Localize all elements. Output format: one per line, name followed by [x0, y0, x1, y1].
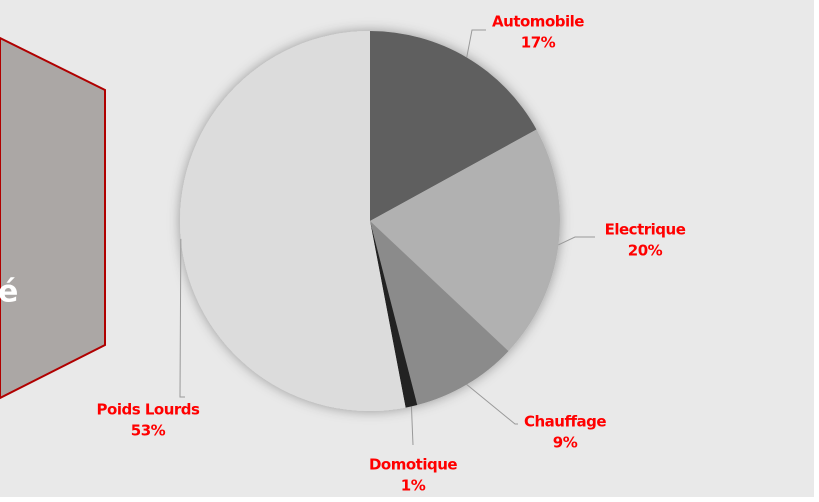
leader-line [410, 406, 414, 446]
slice-label: Automobile [492, 13, 584, 31]
pie [180, 31, 560, 411]
slice-label: Electrique [605, 221, 686, 239]
slice-value-label: 1% [401, 477, 426, 495]
slice-value-label: 17% [521, 34, 556, 52]
pie-slice [370, 129, 560, 352]
leader-line [466, 29, 486, 58]
leader-line [466, 384, 518, 425]
pie-slice [370, 221, 418, 408]
pie-slice [180, 31, 406, 411]
slice-value-label: 9% [553, 434, 578, 452]
pie-slice [370, 31, 537, 221]
leader-line [558, 236, 595, 246]
side-panel [0, 36, 106, 400]
labels: Automobile 17% Electrique 20% Chauffage 9% Dom… [97, 13, 687, 495]
slice-label: Chauffage [524, 413, 606, 431]
leader-line [179, 238, 185, 398]
slice-value-label: 20% [628, 242, 663, 260]
side-panel-text: é [0, 275, 18, 310]
slice-label: Poids Lourds [97, 401, 201, 419]
slice-value-label: 53% [131, 422, 166, 440]
slice-label: Domotique [369, 456, 457, 474]
pie-slice [370, 221, 509, 406]
